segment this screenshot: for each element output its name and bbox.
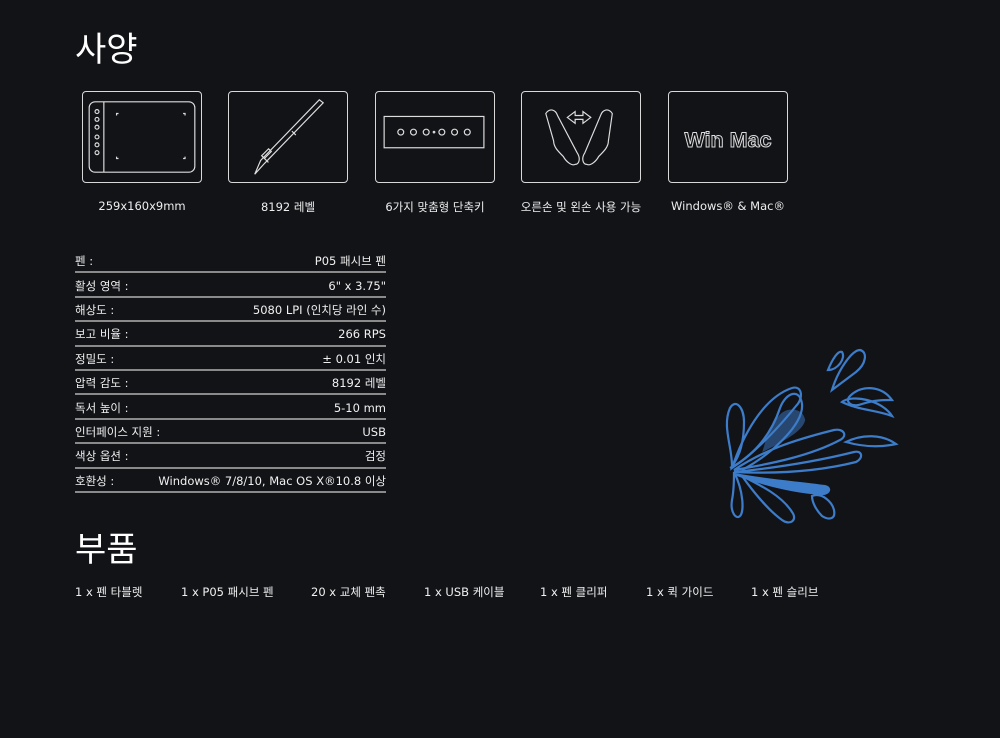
spec-key: 해상도 : xyxy=(75,302,115,317)
feature-label: 오른손 및 왼손 사용 가능 xyxy=(520,200,642,214)
feature-label: 259x160x9mm xyxy=(98,199,186,213)
spec-row: 독서 높이 : 5-10 mm xyxy=(75,395,386,420)
spec-key: 인터페이스 지원 : xyxy=(75,424,161,439)
spec-value: 6" x 3.75" xyxy=(328,278,386,293)
spec-value: 검정 xyxy=(364,449,386,464)
spec-row: 정밀도 : ± 0.01 인치 xyxy=(75,347,386,371)
spec-key: 호환성 : xyxy=(75,473,115,488)
spec-key: 활성 영역 : xyxy=(75,278,129,293)
spec-key: 압력 감도 : xyxy=(75,376,129,391)
spec-key: 독서 높이 : xyxy=(75,400,129,415)
feature-label: Windows® & Mac® xyxy=(671,199,785,213)
spec-value: Windows® 7/8/10, Mac OS X®10.8 이상 xyxy=(158,473,386,488)
parts-title: 부품 xyxy=(75,530,138,570)
part-item: 1 x 펜 슬리브 xyxy=(751,585,819,599)
pen-icon xyxy=(228,91,348,183)
part-item: 1 x 펜 클리퍼 xyxy=(540,585,608,599)
spec-row: 보고 비율 : 266 RPS xyxy=(75,322,386,347)
spec-key: 보고 비율 : xyxy=(75,327,129,342)
part-item: 20 x 교체 펜촉 xyxy=(311,585,386,599)
tablet-icon xyxy=(82,91,202,183)
splash-illustration xyxy=(725,348,899,524)
feature-label: 8192 레벨 xyxy=(260,200,316,214)
spec-value: P05 패시브 펜 xyxy=(314,254,386,269)
spec-row: 색상 옵션 : 검정 xyxy=(75,444,386,469)
spec-key: 색상 옵션 : xyxy=(75,449,129,464)
spec-title: 사양 xyxy=(75,30,138,70)
spec-value: 5080 LPI (인치당 라인 수) xyxy=(252,302,386,317)
spec-value: USB xyxy=(362,424,386,439)
part-item: 1 x USB 케이블 xyxy=(424,585,505,599)
svg-text:Win Mac: Win Mac xyxy=(684,128,771,152)
feature-label: 6가지 맞춤형 단축키 xyxy=(385,200,485,214)
spec-row: 인터페이스 지원 : USB xyxy=(75,420,386,445)
spec-value: 8192 레벨 xyxy=(331,376,386,391)
express-keys-icon xyxy=(375,91,495,183)
spec-row: 활성 영역 : 6" x 3.75" xyxy=(75,273,386,298)
spec-row: 해상도 : 5080 LPI (인치당 라인 수) xyxy=(75,298,386,323)
spec-key: 정밀도 : xyxy=(75,351,115,366)
part-item: 1 x P05 패시브 펜 xyxy=(181,585,274,599)
spec-value: 5-10 mm xyxy=(333,400,386,415)
ambidextrous-hands-icon xyxy=(521,91,641,183)
spec-row: 압력 감도 : 8192 레벨 xyxy=(75,371,386,396)
spec-key: 펜 : xyxy=(75,254,94,269)
part-item: 1 x 펜 타블렛 xyxy=(75,585,143,599)
part-item: 1 x 퀵 가이드 xyxy=(646,585,714,599)
spec-value: 266 RPS xyxy=(338,327,386,342)
spec-row: 펜 : P05 패시브 펜 xyxy=(75,249,386,274)
win-mac-icon: Win Mac xyxy=(668,91,788,183)
spec-row: 호환성 : Windows® 7/8/10, Mac OS X®10.8 이상 xyxy=(75,469,386,493)
spec-value: ± 0.01 인치 xyxy=(322,351,386,366)
